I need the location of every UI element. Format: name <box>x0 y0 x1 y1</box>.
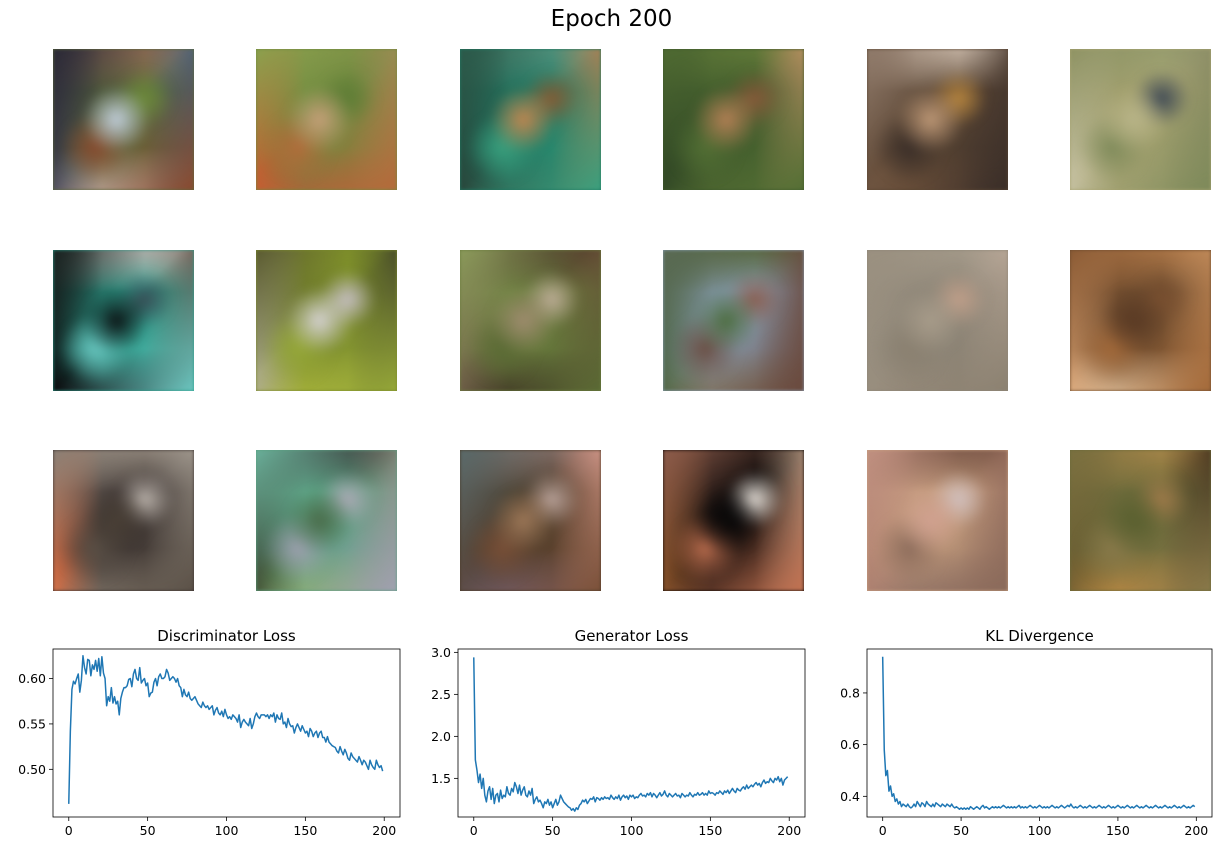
generated-sample-image <box>663 250 804 391</box>
y-tick-label: 2.0 <box>431 729 451 744</box>
y-tick-label: 2.5 <box>431 687 451 702</box>
generated-sample-image <box>1070 450 1211 591</box>
x-tick-label: 150 <box>1106 823 1130 838</box>
x-tick-label: 0 <box>470 823 478 838</box>
generated-sample-image <box>663 49 804 190</box>
generated-sample-image <box>53 49 194 190</box>
y-tick-label: 0.55 <box>18 716 46 731</box>
discriminator-loss-plot: Discriminator Loss 0 50 100 150 200 0.50 0.55 0.… <box>0 620 410 853</box>
axes-frame <box>52 648 401 818</box>
y-tick-label: 1.5 <box>431 771 451 786</box>
generated-sample-image <box>53 250 194 391</box>
generator-loss-chart: Generator Loss 0 50 100 150 200 1.5 2.0 2.5 3.0 <box>431 627 806 838</box>
plot-title: KL Divergence <box>985 627 1093 645</box>
x-tick-label: 50 <box>953 823 969 838</box>
generated-sample-image <box>460 250 601 391</box>
generated-sample-image <box>256 250 397 391</box>
x-tick-label: 200 <box>777 823 801 838</box>
generated-sample-image <box>867 250 1008 391</box>
y-tick-label: 0.50 <box>18 762 46 777</box>
y-tick-label: 0.6 <box>840 737 860 752</box>
x-tick-label: 150 <box>698 823 722 838</box>
generator-loss-plot: Generator Loss 0 50 100 150 200 1.5 2.0 2.5 3.0 <box>405 620 815 853</box>
generated-sample-image <box>53 450 194 591</box>
generated-sample-image <box>867 49 1008 190</box>
x-tick-label: 0 <box>65 823 73 838</box>
x-tick-label: 100 <box>620 823 644 838</box>
x-tick-label: 0 <box>879 823 887 838</box>
generated-sample-image <box>256 450 397 591</box>
y-tick-label: 0.60 <box>18 671 46 686</box>
generated-sample-image <box>867 450 1008 591</box>
axes-frame <box>866 648 1213 818</box>
x-tick-label: 200 <box>372 823 396 838</box>
generated-sample-image <box>256 49 397 190</box>
x-tick-label: 50 <box>140 823 156 838</box>
kl-divergence-plot: KL Divergence 0 50 100 150 200 0.4 0.6 0.8 <box>812 620 1222 853</box>
series-line <box>881 656 1196 810</box>
generated-sample-image <box>1070 49 1211 190</box>
x-tick-label: 100 <box>215 823 239 838</box>
x-tick-label: 50 <box>545 823 561 838</box>
y-tick-label: 0.8 <box>840 685 860 700</box>
kl-divergence-chart: KL Divergence 0 50 100 150 200 0.4 0.6 0.8 <box>840 627 1213 838</box>
series-line <box>68 655 384 804</box>
discriminator-loss-chart: Discriminator Loss 0 50 100 150 200 0.50 0.55 0.… <box>18 627 401 838</box>
x-tick-label: 100 <box>1028 823 1052 838</box>
generated-sample-image <box>663 450 804 591</box>
generated-sample-image <box>460 450 601 591</box>
y-tick-label: 0.4 <box>840 789 860 804</box>
generated-sample-image <box>1070 250 1211 391</box>
plot-title: Discriminator Loss <box>157 627 296 645</box>
axes-frame <box>457 648 806 818</box>
generated-sample-image <box>460 49 601 190</box>
y-tick-label: 3.0 <box>431 645 451 660</box>
series-line <box>473 657 789 812</box>
plot-title: Generator Loss <box>575 627 689 645</box>
x-tick-label: 150 <box>293 823 317 838</box>
figure-title: Epoch 200 <box>550 6 673 32</box>
x-tick-label: 200 <box>1184 823 1208 838</box>
